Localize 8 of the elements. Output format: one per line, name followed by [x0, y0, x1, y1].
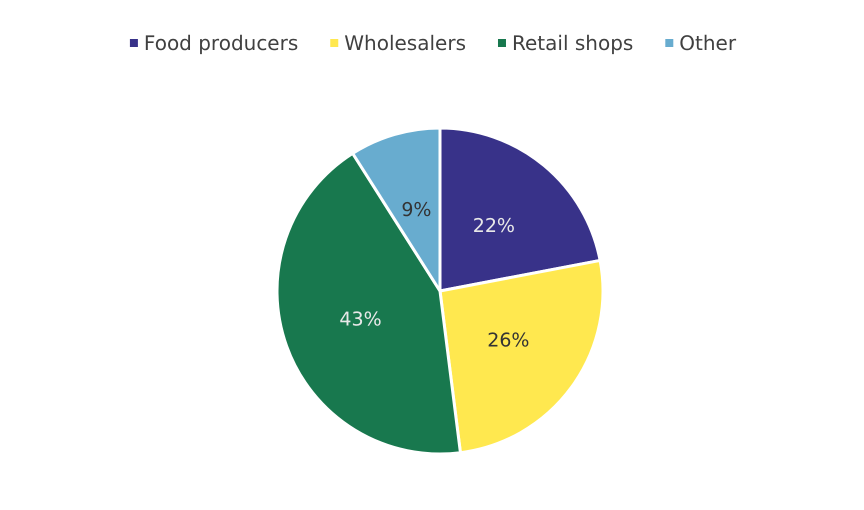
- data-label: 26%: [487, 330, 530, 352]
- legend-label: Other: [679, 31, 737, 55]
- data-label: 22%: [472, 214, 515, 237]
- legend-label: Wholesalers: [344, 31, 466, 55]
- data-label: 43%: [339, 308, 382, 331]
- legend-label: Food producers: [144, 31, 298, 55]
- legend-label: Retail shops: [512, 31, 634, 55]
- data-label: 9%: [401, 198, 432, 221]
